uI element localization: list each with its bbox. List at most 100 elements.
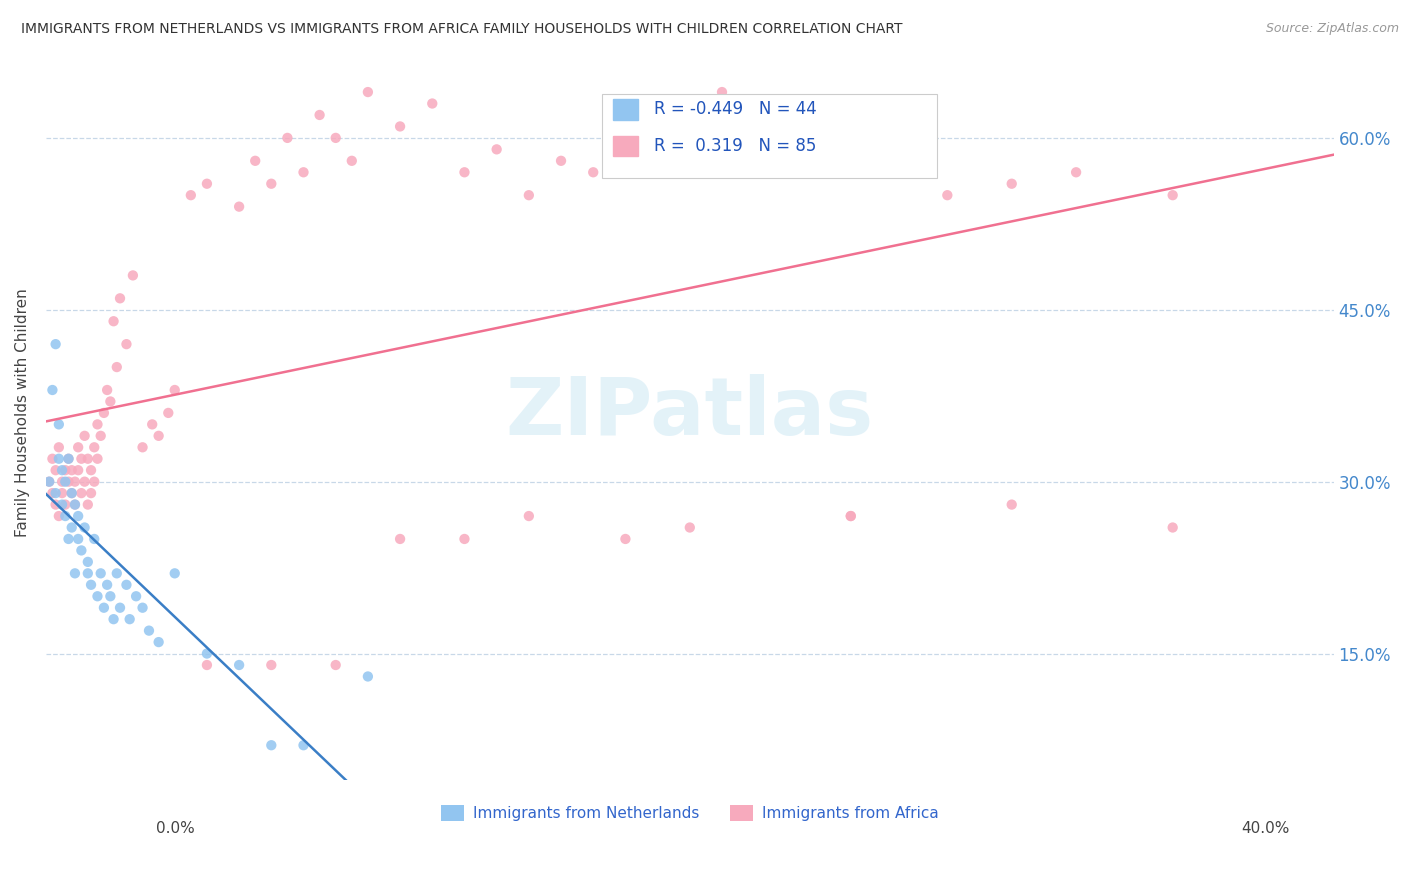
Point: [157, 406, 180, 420]
Point: [38, 475, 60, 489]
Point: [115, 578, 138, 592]
Point: [582, 165, 605, 179]
Point: [517, 509, 540, 524]
Point: [51, 486, 73, 500]
Point: [1161, 520, 1184, 534]
Point: [53, 463, 76, 477]
Point: [60, 486, 83, 500]
Point: [517, 188, 540, 202]
Point: [1001, 498, 1024, 512]
Point: [67, 532, 90, 546]
Point: [308, 108, 330, 122]
Point: [340, 153, 363, 168]
Bar: [613, 99, 638, 120]
Point: [195, 647, 218, 661]
Point: [260, 177, 283, 191]
Y-axis label: Family Households with Children: Family Households with Children: [15, 288, 30, 537]
Point: [108, 291, 131, 305]
Point: [41, 451, 63, 466]
Point: [41, 486, 63, 500]
Point: [742, 120, 765, 134]
Point: [148, 635, 170, 649]
Point: [195, 177, 218, 191]
Point: [131, 600, 153, 615]
Point: [90, 429, 112, 443]
Point: [45, 486, 67, 500]
Point: [389, 120, 412, 134]
Point: [63, 566, 86, 581]
Point: [292, 165, 315, 179]
Point: [180, 188, 202, 202]
Point: [70, 486, 93, 500]
Bar: [613, 136, 638, 156]
Point: [86, 589, 108, 603]
Point: [80, 578, 103, 592]
Point: [45, 498, 67, 512]
Point: [76, 451, 98, 466]
Point: [51, 463, 73, 477]
Point: [357, 85, 380, 99]
Point: [67, 509, 90, 524]
Point: [1161, 188, 1184, 202]
Point: [73, 475, 96, 489]
Point: [647, 108, 669, 122]
Point: [453, 532, 475, 546]
Point: [260, 738, 283, 752]
Point: [51, 475, 73, 489]
Point: [98, 589, 121, 603]
Point: [51, 498, 73, 512]
Point: [679, 96, 702, 111]
Point: [76, 498, 98, 512]
Point: [58, 451, 80, 466]
Point: [614, 131, 637, 145]
Point: [276, 131, 298, 145]
Point: [839, 142, 862, 156]
Point: [936, 188, 959, 202]
Point: [83, 475, 105, 489]
Point: [245, 153, 267, 168]
Point: [325, 658, 347, 673]
Point: [80, 486, 103, 500]
Point: [80, 463, 103, 477]
Point: [118, 612, 141, 626]
Text: 0.0%: 0.0%: [156, 821, 195, 836]
Point: [485, 142, 508, 156]
Point: [839, 509, 862, 524]
Point: [122, 268, 145, 283]
Point: [389, 532, 412, 546]
Point: [839, 509, 862, 524]
Point: [679, 520, 702, 534]
Point: [292, 738, 315, 752]
Point: [63, 475, 86, 489]
Point: [260, 658, 283, 673]
Point: [67, 440, 90, 454]
Point: [550, 153, 572, 168]
Point: [1001, 177, 1024, 191]
Point: [163, 566, 186, 581]
Point: [45, 337, 67, 351]
Point: [76, 566, 98, 581]
Text: R =  0.319   N = 85: R = 0.319 N = 85: [654, 137, 815, 155]
Point: [60, 520, 83, 534]
Point: [115, 337, 138, 351]
Point: [48, 440, 70, 454]
Point: [325, 131, 347, 145]
Point: [73, 429, 96, 443]
FancyBboxPatch shape: [602, 94, 936, 178]
Point: [58, 532, 80, 546]
Text: ZIPatlas: ZIPatlas: [506, 374, 875, 452]
Point: [83, 440, 105, 454]
Point: [60, 463, 83, 477]
Point: [96, 578, 118, 592]
Point: [453, 165, 475, 179]
Point: [73, 520, 96, 534]
Point: [420, 96, 443, 111]
Point: [41, 383, 63, 397]
Point: [228, 658, 250, 673]
Point: [48, 509, 70, 524]
Point: [103, 314, 125, 328]
Point: [48, 417, 70, 432]
Point: [711, 85, 734, 99]
Point: [70, 451, 93, 466]
Point: [98, 394, 121, 409]
